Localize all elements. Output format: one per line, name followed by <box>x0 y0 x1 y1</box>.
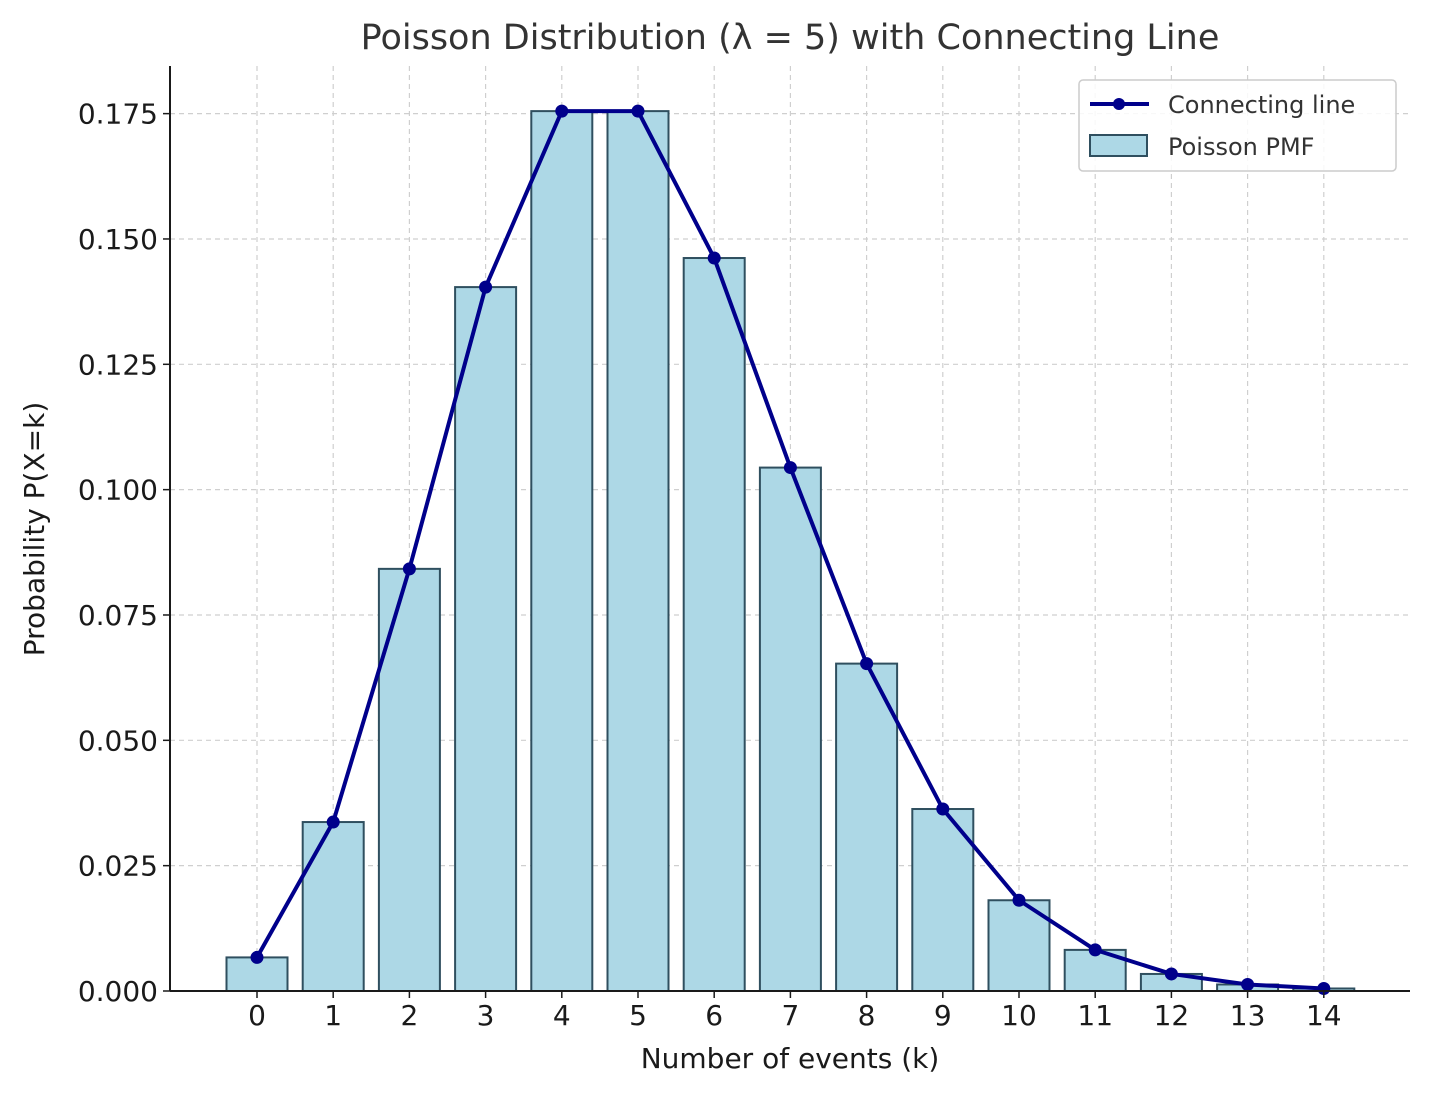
x-tick-label: 3 <box>477 999 495 1032</box>
x-tick-label: 5 <box>629 999 647 1032</box>
x-tick-label: 13 <box>1230 999 1266 1032</box>
chart-title: Poisson Distribution (λ = 5) with Connec… <box>361 18 1220 58</box>
y-tick-label: 0.150 <box>78 223 158 256</box>
line-point-k-11 <box>1088 943 1102 957</box>
line-point-k-6 <box>707 251 721 265</box>
x-tick-label: 0 <box>248 999 266 1032</box>
line-point-k-7 <box>783 461 797 475</box>
y-tick-label: 0.075 <box>78 599 158 632</box>
y-tick-label: 0.000 <box>78 975 158 1008</box>
x-tick-label: 7 <box>781 999 799 1032</box>
x-tick-labels: 0 1 2 3 4 5 6 7 8 9 10 11 12 13 14 <box>248 999 1342 1032</box>
y-axis-label: Probability P(X=k) <box>18 402 51 657</box>
line-point-k-3 <box>479 280 493 294</box>
line-point-k-13 <box>1241 977 1255 991</box>
y-tick-label: 0.100 <box>78 474 158 507</box>
bar-k-6 <box>682 257 746 992</box>
legend-label-line: Connecting line <box>1168 91 1355 119</box>
line-point-k-0 <box>250 950 264 964</box>
x-tick-label: 10 <box>1001 999 1037 1032</box>
line-point-k-10 <box>1012 893 1026 907</box>
bar-k-5 <box>606 110 670 992</box>
bar-k-2 <box>377 567 441 992</box>
line-point-k-2 <box>402 562 416 576</box>
x-tick-label: 11 <box>1077 999 1113 1032</box>
y-tick-label: 0.125 <box>78 348 158 381</box>
x-tick-label: 4 <box>553 999 571 1032</box>
x-tick-label: 6 <box>705 999 723 1032</box>
x-tick-label: 1 <box>324 999 342 1032</box>
bar-k-0 <box>225 956 289 993</box>
line-point-k-8 <box>860 657 874 671</box>
line-point-k-12 <box>1164 967 1178 981</box>
legend-label-bar: Poisson PMF <box>1168 133 1314 161</box>
bar-k-8 <box>835 662 899 992</box>
legend-line-marker <box>1113 98 1125 110</box>
y-tick-label: 0.025 <box>78 850 158 883</box>
y-tick-label: 0.050 <box>78 724 158 757</box>
line-point-k-1 <box>326 815 340 829</box>
bar-k-3 <box>454 286 518 993</box>
legend: Connecting line Poisson PMF <box>1078 79 1397 172</box>
line-point-k-5 <box>631 104 645 118</box>
bar-k-1 <box>301 821 365 992</box>
legend-box <box>1078 79 1397 172</box>
line-series <box>250 104 1331 995</box>
x-tick-label: 9 <box>934 999 952 1032</box>
y-tick-label: 0.175 <box>78 98 158 131</box>
y-tick-labels: 0.000 0.025 0.050 0.075 0.100 0.125 0.150 0.175 <box>78 98 158 1008</box>
axes <box>163 66 1410 998</box>
x-tick-label: 12 <box>1154 999 1190 1032</box>
line-point-k-9 <box>936 802 950 816</box>
x-tick-label: 14 <box>1306 999 1342 1032</box>
x-axis-label: Number of events (k) <box>641 1042 940 1075</box>
legend-bar-swatch <box>1089 134 1148 157</box>
bar-k-4 <box>530 110 594 992</box>
bar-k-7 <box>758 466 822 992</box>
x-tick-label: 2 <box>400 999 418 1032</box>
line-point-k-4 <box>555 104 569 118</box>
x-tick-label: 8 <box>858 999 876 1032</box>
